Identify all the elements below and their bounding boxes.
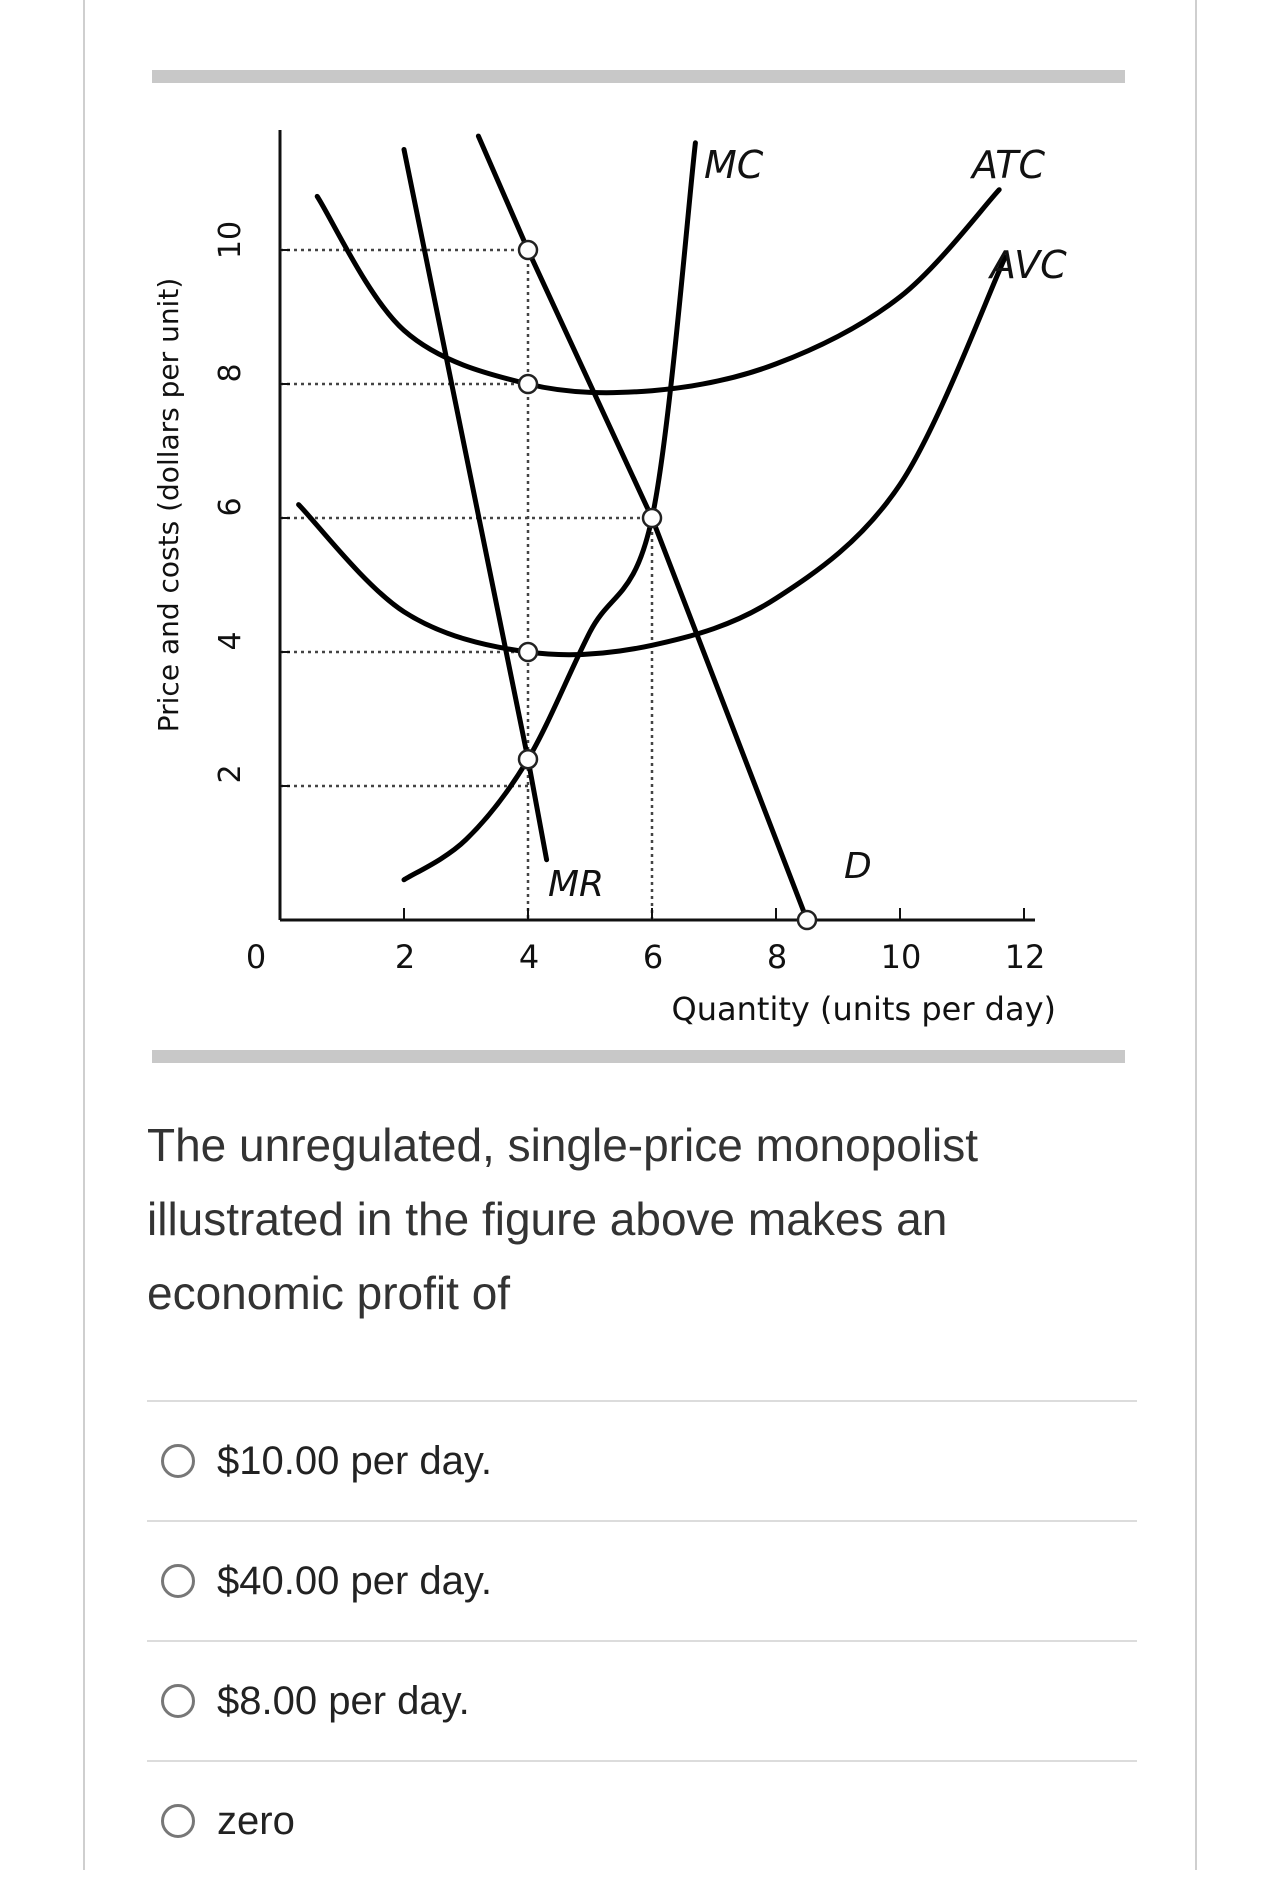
atc-curve xyxy=(314,187,1002,396)
marked-points xyxy=(517,239,818,931)
x-tick-marks xyxy=(280,249,1025,920)
right-frame-border xyxy=(1195,0,1197,1870)
x-tick-label: 8 xyxy=(767,938,787,976)
x-tick-label: 0 xyxy=(246,938,266,976)
y-tick-label: 4 xyxy=(213,631,248,650)
option-label: $10.00 per day. xyxy=(217,1438,493,1483)
x-tick-label: 10 xyxy=(881,938,922,976)
d-label: D xyxy=(844,846,872,887)
figure-top-rule xyxy=(152,70,1125,83)
marked-point xyxy=(641,507,663,529)
atc-label: ATC xyxy=(969,143,1045,187)
avc-label: AVC xyxy=(987,243,1067,287)
d-curve xyxy=(475,133,810,923)
option-10-dollars[interactable]: $10.00 per day. xyxy=(147,1402,1137,1520)
curves xyxy=(296,133,1008,923)
option-divider xyxy=(147,1640,1137,1642)
y-tick-label: 2 xyxy=(213,764,248,783)
radio-button-icon[interactable] xyxy=(161,1684,195,1718)
x-tick-label: 4 xyxy=(519,938,539,976)
mc-label: MC xyxy=(704,143,764,187)
marked-point xyxy=(517,239,539,261)
mc-curve xyxy=(401,140,698,883)
marked-point xyxy=(517,748,539,770)
option-8-dollars[interactable]: $8.00 per day. xyxy=(147,1642,1137,1760)
option-divider xyxy=(147,1520,1137,1522)
marked-point xyxy=(517,641,539,663)
radio-button-icon[interactable] xyxy=(161,1804,195,1838)
y-tick-label: 10 xyxy=(213,221,248,259)
y-axis-title: Price and costs (dollars per unit) xyxy=(152,278,185,733)
avc-curve xyxy=(296,254,1008,658)
question-text: The unregulated, single-price monopolist… xyxy=(147,1119,979,1319)
radio-button-icon[interactable] xyxy=(161,1564,195,1598)
x-tick-label: 12 xyxy=(1005,938,1046,976)
mr-label: MR xyxy=(548,864,604,905)
option-zero[interactable]: zero xyxy=(147,1762,1137,1880)
x-tick-labels: 0 2 4 6 8 10 12 xyxy=(246,938,1046,976)
marked-point xyxy=(796,909,818,931)
option-label: zero xyxy=(217,1798,295,1843)
y-tick-labels: 10 8 6 4 2 xyxy=(213,221,248,784)
y-tick-label: 8 xyxy=(213,363,248,382)
answer-options: $10.00 per day. $40.00 per day. $8.00 pe… xyxy=(147,1400,1137,1880)
x-axis-title: Quantity (units per day) xyxy=(672,990,1056,1028)
left-frame-border xyxy=(83,0,85,1870)
cost-curves-figure: Price and costs (dollars per unit) 10 8 … xyxy=(152,130,1067,1028)
radio-button-icon[interactable] xyxy=(161,1444,195,1478)
x-tick-label: 6 xyxy=(643,938,663,976)
x-tick-label: 2 xyxy=(395,938,415,976)
figure-bottom-rule xyxy=(152,1050,1125,1063)
option-label: $8.00 per day. xyxy=(217,1678,470,1723)
option-divider xyxy=(147,1400,1137,1402)
dotted-guide-lines xyxy=(280,248,654,920)
marked-point xyxy=(517,373,539,395)
option-40-dollars[interactable]: $40.00 per day. xyxy=(147,1522,1137,1640)
option-divider xyxy=(147,1760,1137,1762)
y-tick-label: 6 xyxy=(213,497,248,516)
option-label: $40.00 per day. xyxy=(217,1558,493,1603)
